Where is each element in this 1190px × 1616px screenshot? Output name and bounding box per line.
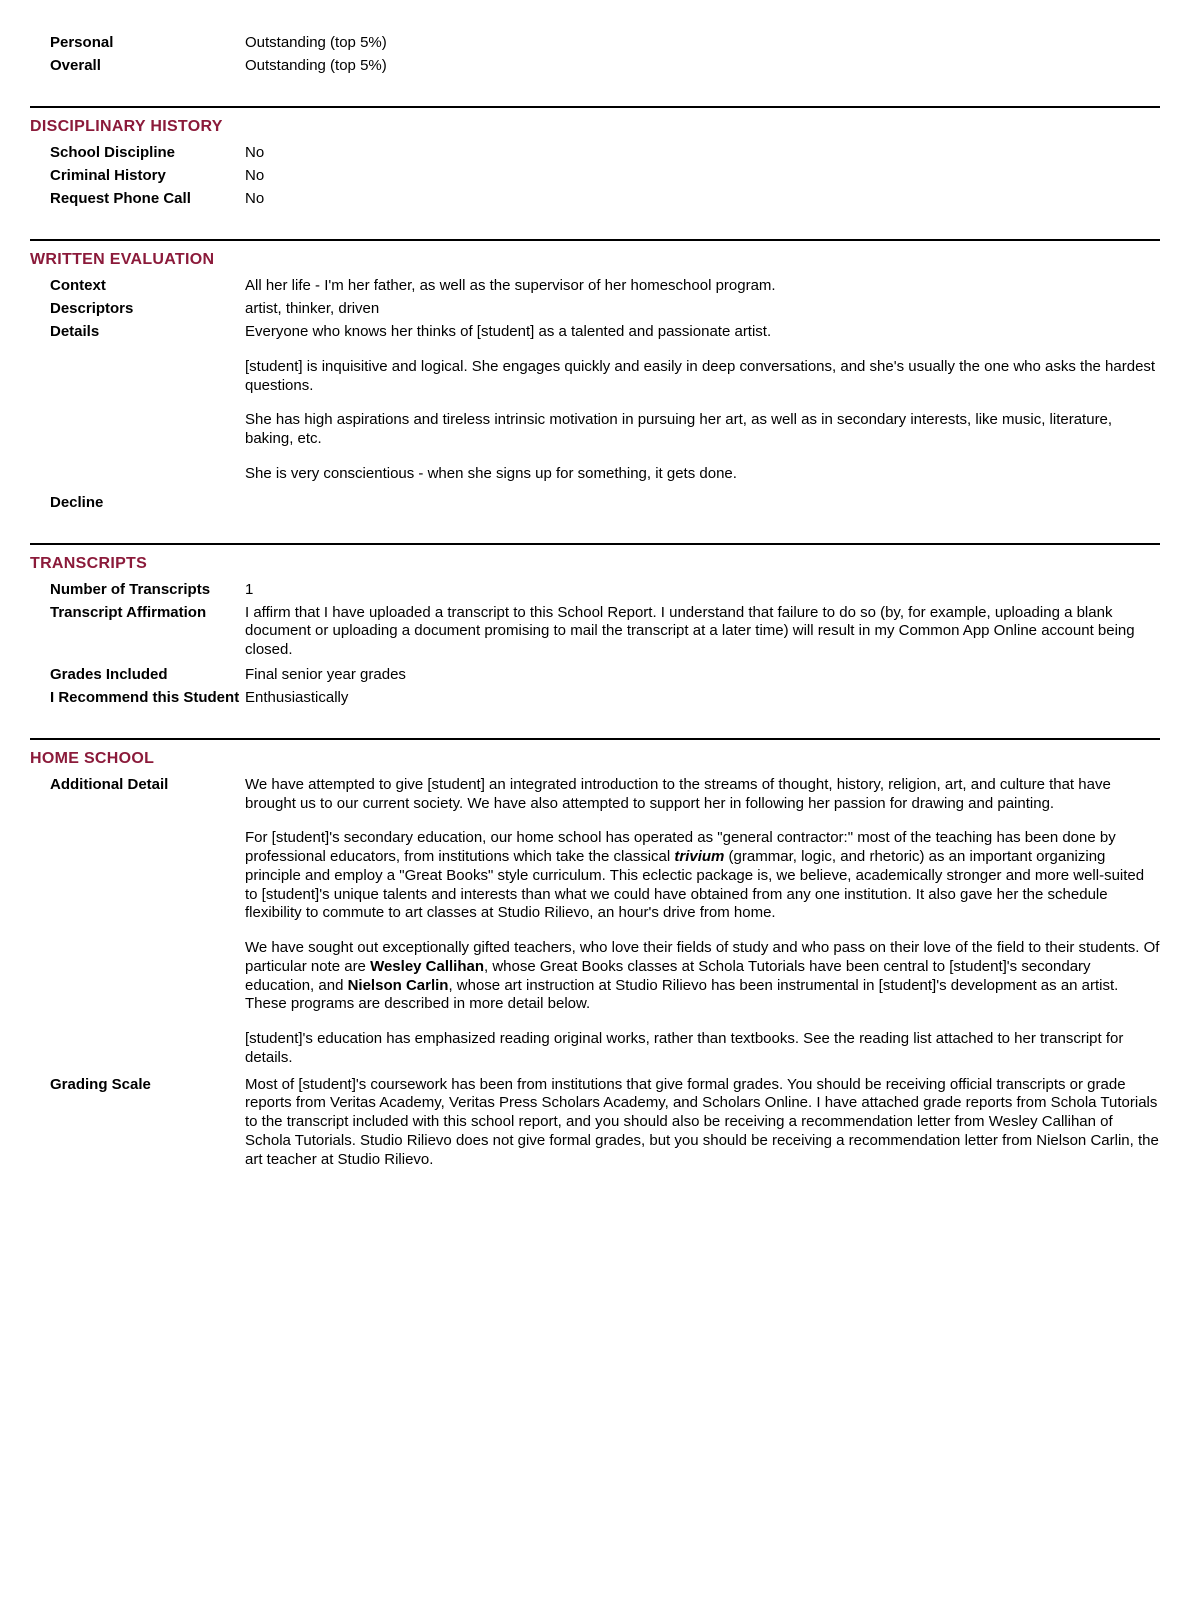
homeschool-section: HOME SCHOOL Additional Detail We have at…	[30, 738, 1160, 1172]
details-paragraph: Everyone who knows her thinks of [studen…	[245, 323, 1160, 342]
data-row: Context All her life - I'm her father, a…	[30, 275, 1160, 296]
details-paragraph: [student] is inquisitive and logical. Sh…	[245, 358, 1160, 396]
field-label: I Recommend this Student	[30, 687, 245, 708]
trivium-term: trivium	[674, 848, 724, 865]
field-value: artist, thinker, driven	[245, 298, 1160, 319]
grading-text: Most of [student]'s coursework has been …	[245, 1076, 1160, 1170]
rating-value: Outstanding (top 5%)	[245, 55, 1160, 76]
data-row: Grades Included Final senior year grades	[30, 664, 1160, 685]
field-value: Most of [student]'s coursework has been …	[245, 1074, 1160, 1172]
data-row: Grading Scale Most of [student]'s course…	[30, 1074, 1160, 1172]
teacher-name: Wesley Callihan	[370, 958, 484, 975]
additional-detail-paragraphs: We have attempted to give [student] an i…	[245, 774, 1160, 1072]
rating-value: Outstanding (top 5%)	[245, 32, 1160, 53]
field-value: I affirm that I have uploaded a transcri…	[245, 602, 1160, 662]
data-row: Number of Transcripts 1	[30, 579, 1160, 600]
field-value: No	[245, 142, 1160, 163]
details-paragraph: She has high aspirations and tireless in…	[245, 411, 1160, 449]
field-label: Descriptors	[30, 298, 245, 319]
transcripts-section: TRANSCRIPTS Number of Transcripts 1 Tran…	[30, 543, 1160, 724]
field-label: Grading Scale	[30, 1074, 245, 1095]
field-value	[245, 492, 1160, 496]
section-heading: WRITTEN EVALUATION	[30, 251, 1160, 269]
rating-label: Overall	[30, 55, 245, 76]
rating-label: Personal	[30, 32, 245, 53]
data-row: Decline	[30, 492, 1160, 513]
data-row: Descriptors artist, thinker, driven	[30, 298, 1160, 319]
data-row: I Recommend this Student Enthusiasticall…	[30, 687, 1160, 708]
field-label: School Discipline	[30, 142, 245, 163]
data-row: Additional Detail We have attempted to g…	[30, 774, 1160, 1072]
field-value: No	[245, 165, 1160, 186]
data-row: Transcript Affirmation I affirm that I h…	[30, 602, 1160, 662]
written-eval-section: WRITTEN EVALUATION Context All her life …	[30, 239, 1160, 529]
teacher-name: Nielson Carlin	[348, 977, 449, 994]
section-heading: TRANSCRIPTS	[30, 555, 1160, 573]
rating-row: Personal Outstanding (top 5%)	[30, 32, 1160, 53]
data-row: Request Phone Call No	[30, 188, 1160, 209]
affirmation-text: I affirm that I have uploaded a transcri…	[245, 604, 1160, 660]
details-paragraph: She is very conscientious - when she sig…	[245, 465, 1160, 484]
details-paragraphs: Everyone who knows her thinks of [studen…	[245, 321, 1160, 490]
disciplinary-section: DISCIPLINARY HISTORY School Discipline N…	[30, 106, 1160, 225]
field-label: Transcript Affirmation	[30, 602, 245, 623]
rating-row: Overall Outstanding (top 5%)	[30, 55, 1160, 76]
field-value: 1	[245, 579, 1160, 600]
field-label: Decline	[30, 492, 245, 513]
data-row: Criminal History No	[30, 165, 1160, 186]
field-label: Request Phone Call	[30, 188, 245, 209]
data-row: School Discipline No	[30, 142, 1160, 163]
field-label: Details	[30, 321, 245, 342]
field-label: Context	[30, 275, 245, 296]
field-value: Final senior year grades	[245, 664, 1160, 685]
additional-paragraph: We have sought out exceptionally gifted …	[245, 939, 1160, 1014]
field-label: Criminal History	[30, 165, 245, 186]
field-value: Enthusiastically	[245, 687, 1160, 708]
section-heading: DISCIPLINARY HISTORY	[30, 118, 1160, 136]
additional-paragraph: We have attempted to give [student] an i…	[245, 776, 1160, 814]
field-value: All her life - I'm her father, as well a…	[245, 275, 1160, 296]
field-value: No	[245, 188, 1160, 209]
additional-paragraph: For [student]'s secondary education, our…	[245, 829, 1160, 923]
field-label: Additional Detail	[30, 774, 245, 795]
additional-paragraph: [student]'s education has emphasized rea…	[245, 1030, 1160, 1068]
section-heading: HOME SCHOOL	[30, 750, 1160, 768]
data-row: Details Everyone who knows her thinks of…	[30, 321, 1160, 490]
field-label: Number of Transcripts	[30, 579, 245, 600]
top-ratings-section: Personal Outstanding (top 5%) Overall Ou…	[30, 32, 1160, 92]
field-label: Grades Included	[30, 664, 245, 685]
